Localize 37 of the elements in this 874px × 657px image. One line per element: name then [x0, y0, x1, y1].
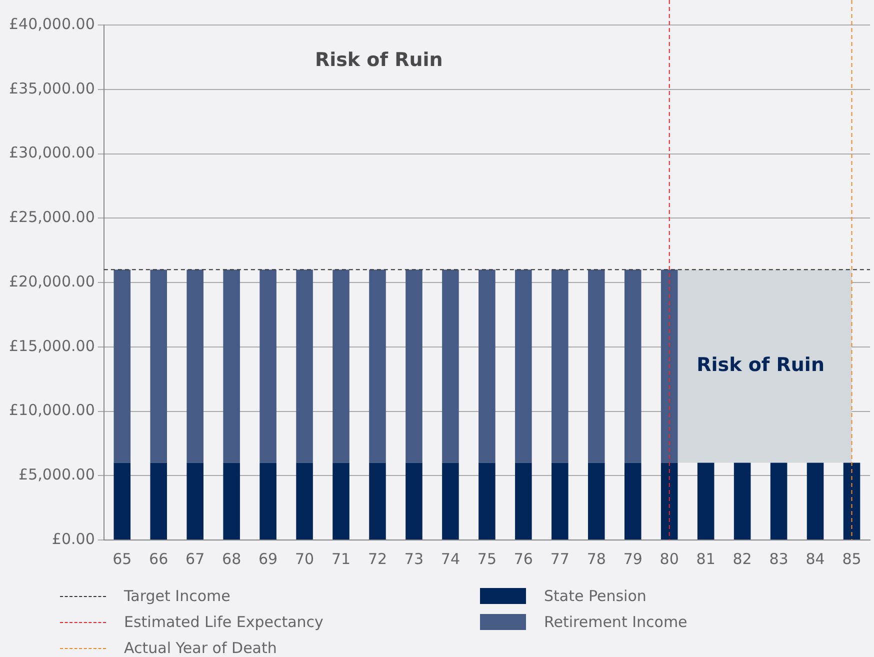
x-tick-label: 85 [842, 550, 862, 568]
legend-label: Estimated Life Expectancy [124, 613, 324, 631]
y-tick-label: £25,000.00 [8, 208, 95, 226]
band-label: Risk of Ruin [696, 354, 824, 376]
x-tick-label: 71 [331, 550, 351, 568]
y-tick-label: £10,000.00 [8, 401, 95, 420]
x-tick-label: 67 [186, 550, 205, 568]
annotation: Risk of Ruin [314, 48, 443, 71]
x-tick-label: 68 [222, 550, 242, 568]
x-tick-label: 70 [294, 550, 314, 568]
legend-label: Actual Year of Death [124, 639, 277, 657]
x-tick-label: 79 [623, 550, 642, 568]
x-tick-label: 72 [368, 550, 388, 568]
y-tick-label: £0.00 [52, 530, 95, 548]
x-tick-label: 69 [258, 550, 278, 568]
legend-label: State Pension [544, 587, 646, 605]
x-tick-label: 73 [404, 550, 424, 568]
x-tick-label: 74 [440, 550, 460, 568]
x-tick-label: 84 [806, 550, 825, 568]
x-tick-label: 66 [149, 550, 168, 568]
x-tick-label: 78 [586, 550, 606, 568]
legend-label: Target Income [124, 587, 230, 605]
y-tick-label: £30,000.00 [8, 144, 95, 162]
x-tick-label: 81 [696, 550, 716, 568]
x-tick-label: 76 [514, 550, 533, 568]
y-tick-label: £35,000.00 [8, 79, 95, 98]
y-tick-label: £5,000.00 [18, 466, 95, 484]
x-tick-label: 80 [660, 550, 679, 568]
x-tick-label: 75 [477, 550, 496, 568]
x-tick-label: 82 [732, 550, 752, 568]
legend-label: Retirement Income [544, 613, 688, 631]
y-tick-label: £15,000.00 [8, 336, 95, 355]
y-tick-label: £20,000.00 [8, 272, 95, 290]
x-tick-label: 65 [112, 550, 132, 568]
y-tick-label: £40,000.00 [8, 14, 95, 33]
x-tick-label: 77 [550, 550, 570, 568]
x-tick-label: 83 [769, 550, 788, 568]
